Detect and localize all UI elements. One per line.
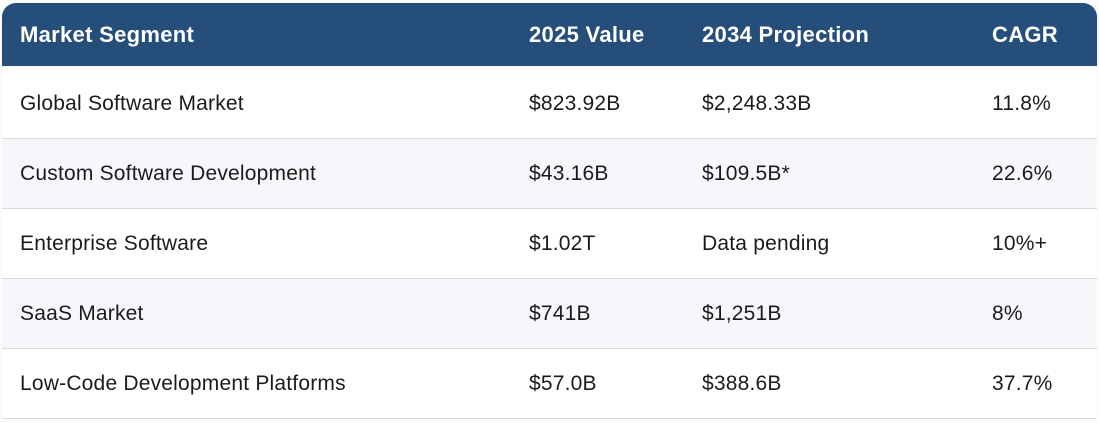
cell-segment: Enterprise Software — [20, 231, 209, 255]
column-header-2025-value: 2025 Value — [529, 21, 645, 47]
cell-2025-value: $741B — [529, 301, 591, 325]
cell-segment: Global Software Market — [20, 91, 244, 115]
cell-2025-value: $43.16B — [529, 161, 609, 185]
column-header-2034-projection: 2034 Projection — [702, 21, 870, 47]
column-header-cagr: CAGR — [992, 21, 1058, 47]
table-header-row: Market Segment 2025 Value 2034 Projectio… — [2, 3, 1097, 66]
cell-cagr: 8% — [992, 301, 1023, 325]
table-row: Low-Code Development Platforms $57.0B $3… — [2, 349, 1097, 419]
cell-cagr: 22.6% — [992, 161, 1053, 185]
column-header-market-segment: Market Segment — [20, 21, 195, 47]
cell-2025-value: $1.02T — [529, 231, 596, 255]
cell-2034-proj: $388.6B — [702, 371, 782, 395]
cell-2034-proj: $109.5B* — [702, 161, 791, 185]
cell-segment: Custom Software Development — [20, 161, 317, 185]
cell-cagr: 11.8% — [992, 91, 1051, 115]
table-row: SaaS Market $741B $1,251B 8% — [2, 279, 1097, 349]
cell-segment: Low-Code Development Platforms — [20, 371, 346, 395]
cell-2025-value: $823.92B — [529, 91, 621, 115]
table-row: Custom Software Development $43.16B $109… — [2, 139, 1097, 209]
cell-segment: SaaS Market — [20, 301, 144, 325]
cell-2034-proj: Data pending — [702, 231, 830, 255]
cell-2034-proj: $2,248.33B — [702, 91, 812, 115]
table-row: Global Software Market $823.92B $2,248.3… — [2, 69, 1097, 139]
market-segments-table: Market Segment 2025 Value 2034 Projectio… — [2, 3, 1097, 419]
cell-cagr: 37.7% — [992, 371, 1053, 395]
cell-cagr: 10%+ — [992, 231, 1048, 255]
table-row: Enterprise Software $1.02T Data pending … — [2, 209, 1097, 279]
cell-2034-proj: $1,251B — [702, 301, 782, 325]
cell-2025-value: $57.0B — [529, 371, 597, 395]
